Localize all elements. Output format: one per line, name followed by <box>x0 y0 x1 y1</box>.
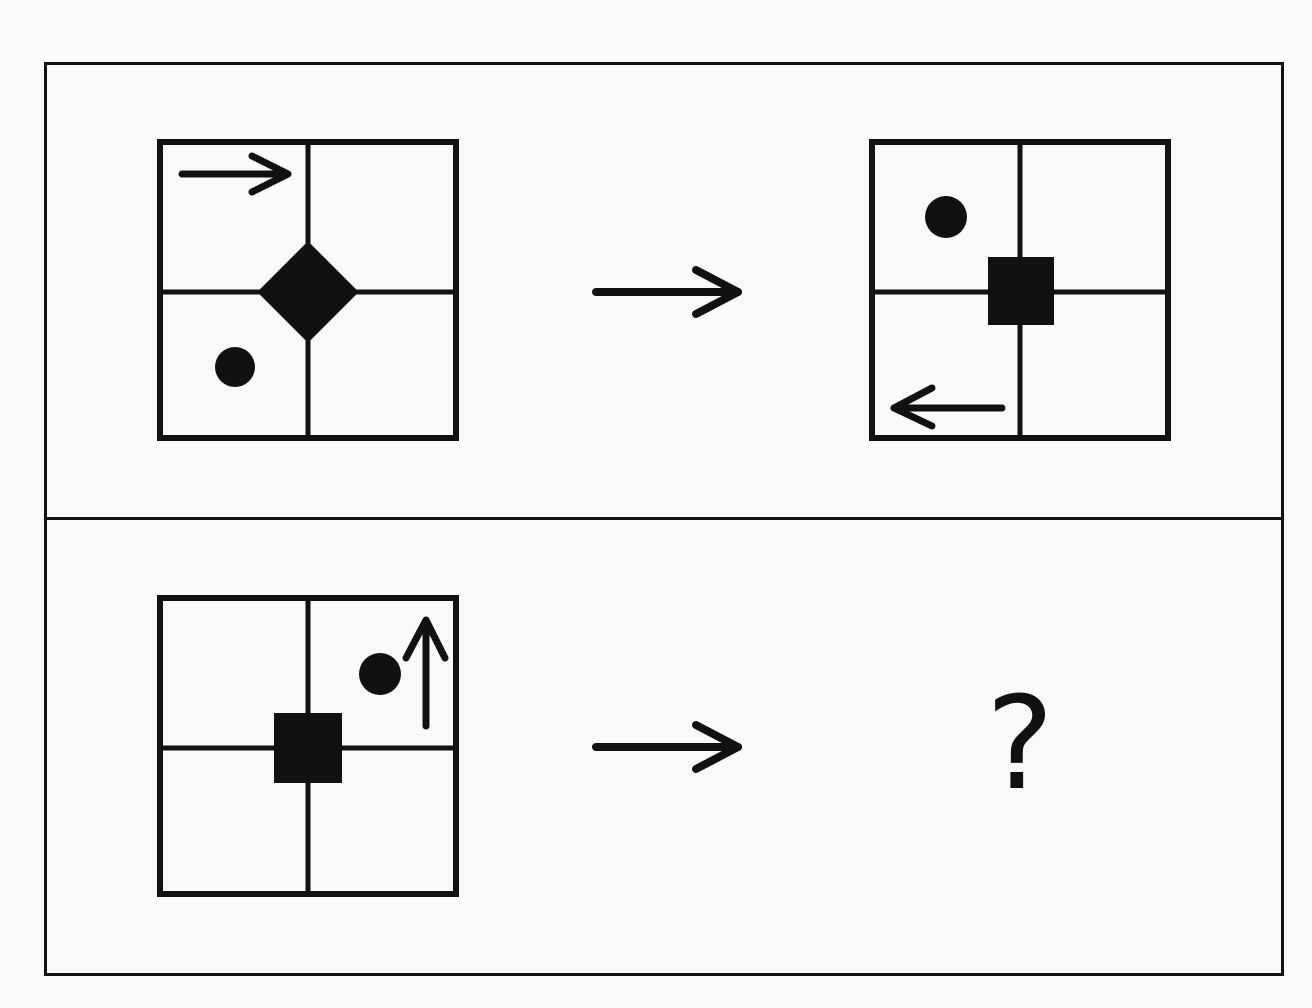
row1-source-figure <box>157 139 459 441</box>
row2-transform-arrow-icon <box>592 721 742 773</box>
center-square-icon <box>274 713 342 783</box>
center-square-icon <box>988 257 1054 325</box>
row2-source-figure <box>157 595 459 897</box>
dot-icon <box>359 653 401 695</box>
row-divider <box>44 517 1284 520</box>
dot-icon <box>925 196 967 238</box>
right-arrow-icon <box>178 152 292 196</box>
row1-target-figure <box>869 139 1171 441</box>
left-arrow-icon <box>890 384 1006 430</box>
answer-question-mark: ? <box>986 670 1054 819</box>
row1-transform-arrow-icon <box>592 266 742 318</box>
dot-icon <box>215 347 255 387</box>
up-arrow-icon <box>402 616 449 730</box>
center-diamond-icon <box>258 242 358 342</box>
